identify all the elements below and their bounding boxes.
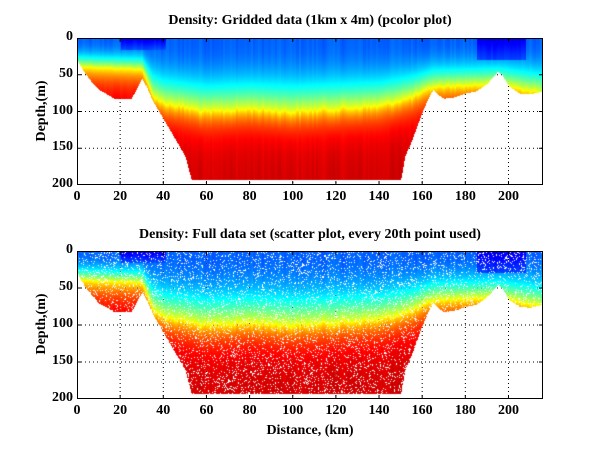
- x-tick-label: 20: [113, 403, 128, 418]
- x-tick-label: 200: [497, 403, 519, 418]
- x-tick-label: 40: [156, 189, 171, 204]
- x-tick-label: 20: [113, 189, 128, 204]
- y-tick-label: 200: [52, 176, 73, 191]
- x-tick-label: 60: [199, 403, 214, 418]
- x-tick-label: 200: [497, 189, 519, 204]
- x-tick-label: 140: [368, 189, 390, 204]
- y-tick-label: 100: [52, 316, 73, 331]
- y-tick-label: 150: [52, 139, 73, 155]
- top-plot-title: Density: Gridded data (1km x 4m) (pcolor…: [168, 13, 452, 28]
- x-tick-label: 140: [368, 403, 390, 418]
- y-tick-label: 150: [52, 353, 73, 368]
- x-tick-label: 100: [282, 189, 304, 204]
- x-tick-label: 120: [325, 403, 347, 418]
- x-tick-label: 160: [411, 189, 433, 204]
- x-tick-label: 40: [156, 403, 171, 418]
- top-plot-axes: [77, 38, 543, 185]
- y-tick-label: 50: [59, 279, 73, 294]
- x-tick-label: 0: [73, 403, 81, 418]
- x-tick-label: 80: [242, 189, 257, 204]
- x-tick-label: 180: [454, 403, 476, 418]
- x-tick-label: 80: [242, 403, 257, 418]
- y-tick-label: 0: [66, 242, 73, 257]
- x-tick-label: 0: [73, 189, 81, 204]
- x-tick-label: 100: [282, 403, 304, 418]
- bottom-plot-title: Density: Full data set (scatter plot, ev…: [139, 227, 481, 242]
- density-pcolor-field: [77, 38, 543, 185]
- y-tick-label: 50: [59, 65, 73, 81]
- bottom-plot-xlabel: Distance, (km): [266, 423, 354, 438]
- x-tick-label: 160: [411, 403, 433, 418]
- density-scatter-points: [77, 251, 543, 399]
- bottom-plot-axes: [77, 251, 543, 399]
- axes-frame: [77, 251, 543, 399]
- x-tick-label: 180: [454, 189, 476, 204]
- y-tick-label: 100: [52, 102, 73, 118]
- x-tick-label: 120: [325, 189, 347, 204]
- y-tick-label: 0: [66, 29, 73, 44]
- x-tick-label: 60: [199, 189, 214, 204]
- axes-frame: [77, 38, 543, 185]
- y-tick-label: 200: [52, 390, 73, 405]
